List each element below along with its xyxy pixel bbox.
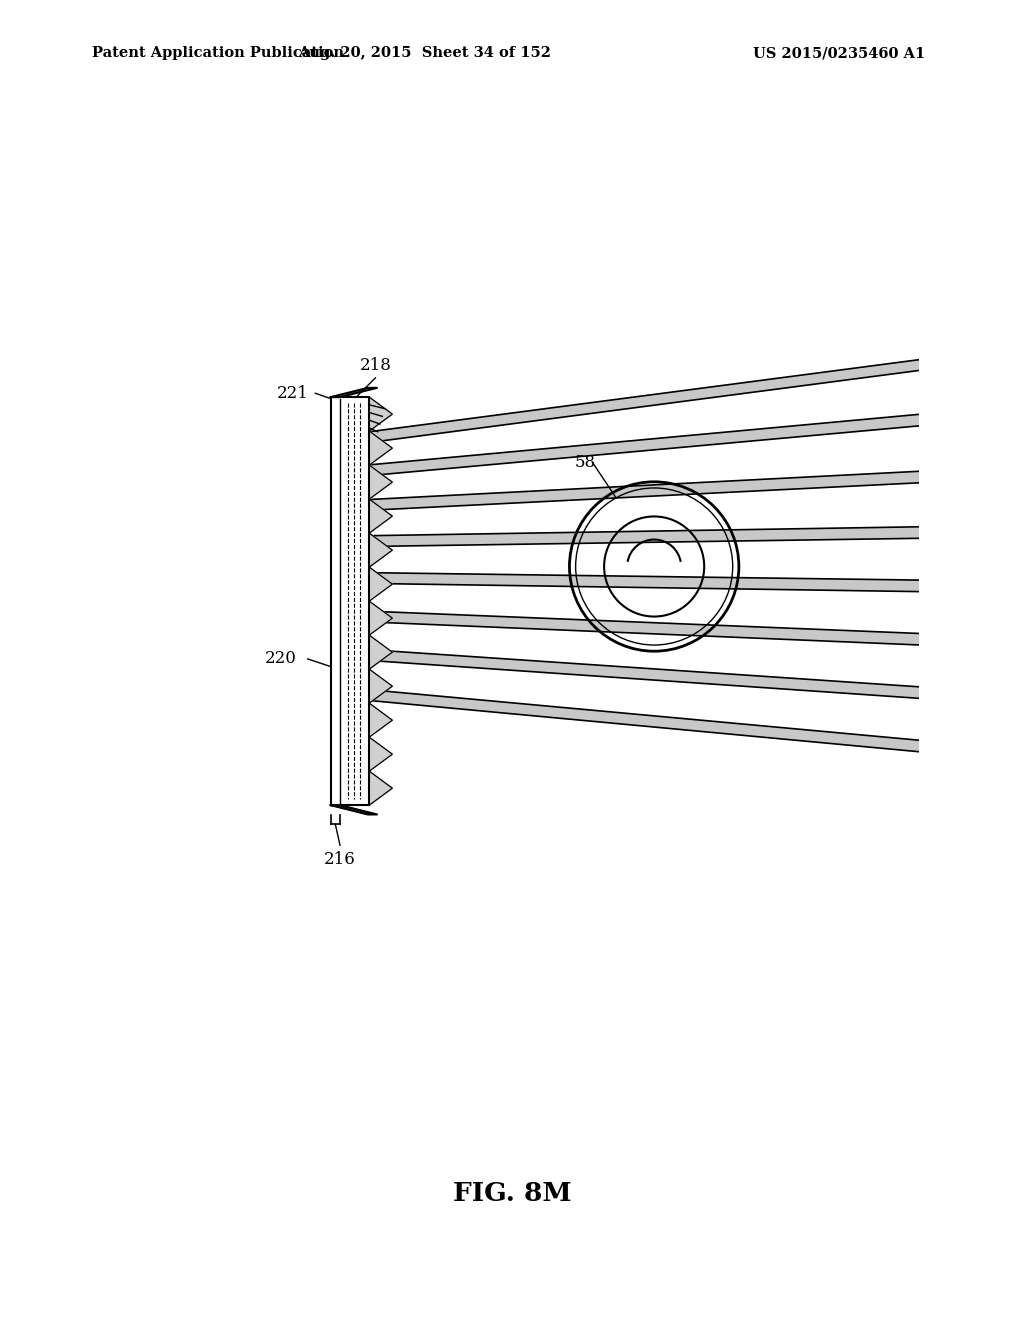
Polygon shape <box>370 649 939 700</box>
Text: 221: 221 <box>276 384 308 401</box>
Text: FIG. 8M: FIG. 8M <box>453 1181 571 1206</box>
Polygon shape <box>370 397 392 432</box>
Text: Aug. 20, 2015  Sheet 34 of 152: Aug. 20, 2015 Sheet 34 of 152 <box>298 46 552 61</box>
Text: 216: 216 <box>325 851 356 869</box>
Bar <box>331 397 370 805</box>
Text: US 2015/0235460 A1: US 2015/0235460 A1 <box>753 46 925 61</box>
Polygon shape <box>370 499 392 533</box>
Polygon shape <box>370 669 392 704</box>
Polygon shape <box>370 573 939 591</box>
Polygon shape <box>370 704 392 737</box>
Polygon shape <box>370 358 939 442</box>
Polygon shape <box>370 611 939 645</box>
Polygon shape <box>370 689 939 754</box>
Polygon shape <box>370 635 392 669</box>
Polygon shape <box>370 432 392 465</box>
Polygon shape <box>331 388 377 397</box>
Polygon shape <box>370 737 392 771</box>
Text: 220: 220 <box>265 651 297 668</box>
Polygon shape <box>331 805 377 814</box>
Polygon shape <box>370 465 392 499</box>
Polygon shape <box>370 533 392 568</box>
Polygon shape <box>370 470 939 511</box>
Polygon shape <box>370 527 939 546</box>
Text: 218: 218 <box>359 356 391 374</box>
Polygon shape <box>370 412 939 475</box>
Text: 58: 58 <box>574 454 595 471</box>
Polygon shape <box>370 601 392 635</box>
Polygon shape <box>370 568 392 601</box>
Polygon shape <box>370 771 392 805</box>
Text: Patent Application Publication: Patent Application Publication <box>92 46 344 61</box>
